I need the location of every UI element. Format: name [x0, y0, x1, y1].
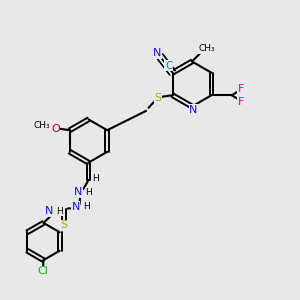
Text: N: N	[71, 202, 80, 212]
Text: H: H	[85, 188, 92, 197]
Text: N: N	[44, 206, 53, 216]
Text: N: N	[74, 187, 82, 197]
Text: H: H	[56, 207, 63, 216]
Text: S: S	[154, 93, 162, 103]
Text: S: S	[60, 220, 68, 230]
Text: CH₃: CH₃	[34, 121, 50, 130]
Text: Cl: Cl	[38, 266, 48, 277]
Text: O: O	[51, 124, 60, 134]
Text: CH₃: CH₃	[199, 44, 215, 53]
Text: H: H	[83, 202, 90, 211]
Text: H: H	[92, 174, 98, 183]
Text: N: N	[189, 105, 198, 115]
Text: C: C	[165, 61, 172, 70]
Text: F: F	[238, 84, 244, 94]
Text: N: N	[153, 48, 162, 58]
Text: F: F	[238, 97, 244, 107]
